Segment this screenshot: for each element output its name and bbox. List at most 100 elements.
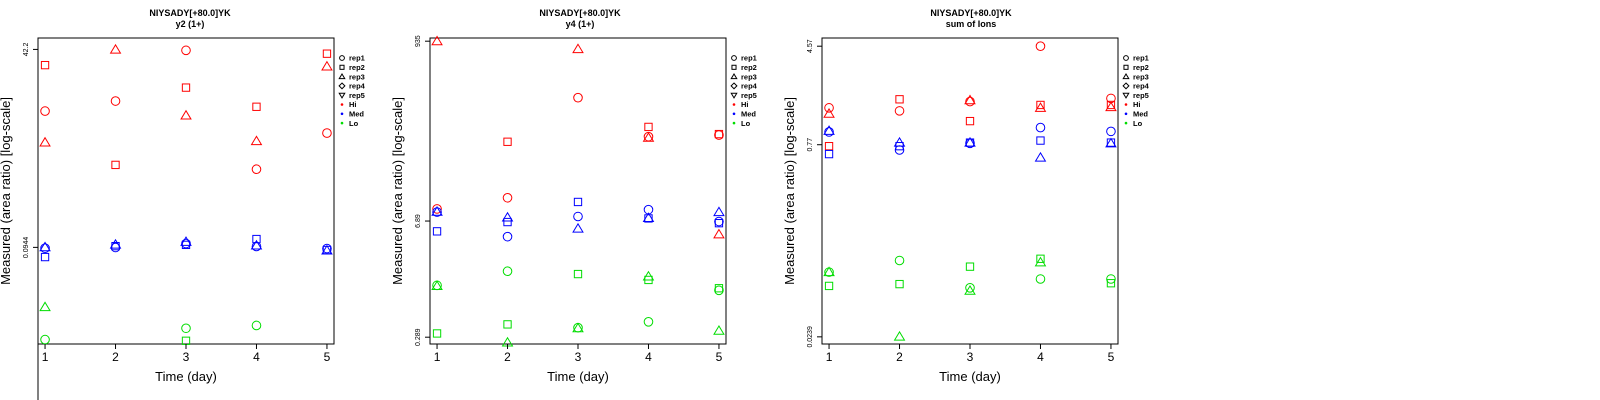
data-point [572, 43, 584, 54]
y-tick-label: 0.0239 [807, 326, 814, 348]
data-point [642, 270, 655, 281]
data-point [109, 238, 122, 249]
axis-ticks: 1 2 3 4 5 0.0944 42.2 [23, 42, 331, 364]
legend-marker [731, 64, 737, 70]
legend-label: rep4 [1133, 82, 1150, 91]
legend-marker [730, 72, 738, 80]
legend-label: rep1 [349, 54, 365, 63]
data-point [823, 107, 835, 118]
legend-label: rep2 [741, 63, 757, 72]
data-point [642, 132, 655, 142]
x-tick-label: 4 [1037, 350, 1044, 364]
legend-marker [339, 64, 345, 70]
data-point [823, 266, 835, 277]
data-point [431, 35, 443, 46]
data-point [251, 320, 262, 331]
legend-marker [1124, 121, 1128, 125]
data-point [1035, 41, 1046, 51]
data-points [823, 41, 1117, 341]
data-point [322, 49, 332, 58]
data-point [1034, 151, 1047, 162]
chart-title: NIYSADY[+80.0]YK [149, 8, 231, 18]
data-point [251, 164, 262, 175]
data-point [1036, 100, 1045, 110]
data-point [572, 222, 584, 233]
data-point [40, 252, 50, 262]
data-point [824, 149, 834, 159]
legend-label: rep3 [741, 72, 757, 81]
data-point [181, 240, 191, 250]
data-point [573, 269, 583, 279]
data-point [110, 96, 121, 106]
legend-marker [732, 103, 736, 106]
legend-marker [732, 121, 736, 125]
legend-label: Med [741, 110, 756, 119]
x-tick-label: 1 [826, 350, 833, 364]
data-point [431, 280, 443, 291]
data-point [1036, 136, 1045, 145]
data-point [181, 45, 191, 56]
data-point [250, 239, 263, 250]
data-point [964, 94, 976, 105]
data-point [965, 96, 975, 107]
data-point [432, 329, 442, 338]
chart-panel-3: NIYSADY[+80.0]YK sum of Ions Time (day) … [782, 8, 1150, 384]
x-axis-label: Time (day) [547, 369, 609, 384]
legend-label: Lo [1133, 119, 1143, 128]
legend-label: Med [1133, 110, 1148, 119]
data-point [503, 137, 512, 146]
legend-marker [1123, 55, 1129, 61]
legend-label: rep2 [349, 63, 365, 72]
data-point [895, 279, 904, 289]
y-tick-label: 935 [415, 35, 422, 47]
data-point [321, 244, 333, 255]
chart-subtitle: y2 (1+) [176, 19, 205, 29]
data-point [894, 255, 905, 266]
x-tick-label: 2 [112, 350, 119, 364]
data-point [322, 128, 332, 138]
data-point [1035, 122, 1046, 133]
chart-title: NIYSADY[+80.0]YK [930, 8, 1012, 18]
data-point [432, 204, 442, 214]
x-tick-label: 4 [253, 350, 260, 364]
data-point [432, 227, 442, 236]
y-axis-label: Measured (area ratio) [log-scale] [782, 97, 797, 285]
data-point [40, 334, 50, 345]
legend-label: rep3 [1133, 72, 1149, 81]
legend-marker [732, 112, 736, 116]
data-point [824, 127, 834, 137]
data-point [714, 284, 724, 293]
data-point [321, 60, 333, 71]
data-point [109, 43, 122, 54]
data-point [824, 281, 834, 291]
y-tick-label: 6.89 [415, 214, 422, 228]
x-axis-label: Time (day) [939, 369, 1001, 384]
data-point [1105, 137, 1117, 148]
data-point [181, 336, 191, 345]
legend-label: rep5 [741, 91, 757, 100]
x-tick-label: 5 [1108, 350, 1115, 364]
x-tick-label: 1 [42, 350, 49, 364]
data-point [181, 323, 191, 334]
data-point [965, 262, 975, 271]
data-point [180, 109, 192, 120]
data-point [893, 330, 906, 341]
legend-label: Hi [349, 100, 357, 109]
data-point [40, 60, 50, 70]
y-axis-label: Measured (area ratio) [log-scale] [0, 97, 13, 285]
data-point [573, 211, 583, 222]
plot-frame [821, 37, 1119, 345]
y-tick-label: 0.0944 [23, 237, 30, 259]
data-point [252, 234, 261, 244]
data-point [1106, 274, 1116, 284]
legend-label: rep3 [349, 72, 365, 81]
data-point [39, 136, 51, 147]
axis-ticks: 1 2 3 4 5 0.289 6.89 935 [415, 35, 723, 364]
chart-subtitle: sum of Ions [946, 19, 997, 29]
data-points [431, 35, 725, 347]
data-point [965, 282, 975, 293]
data-point [502, 231, 513, 242]
x-tick-label: 4 [645, 350, 652, 364]
